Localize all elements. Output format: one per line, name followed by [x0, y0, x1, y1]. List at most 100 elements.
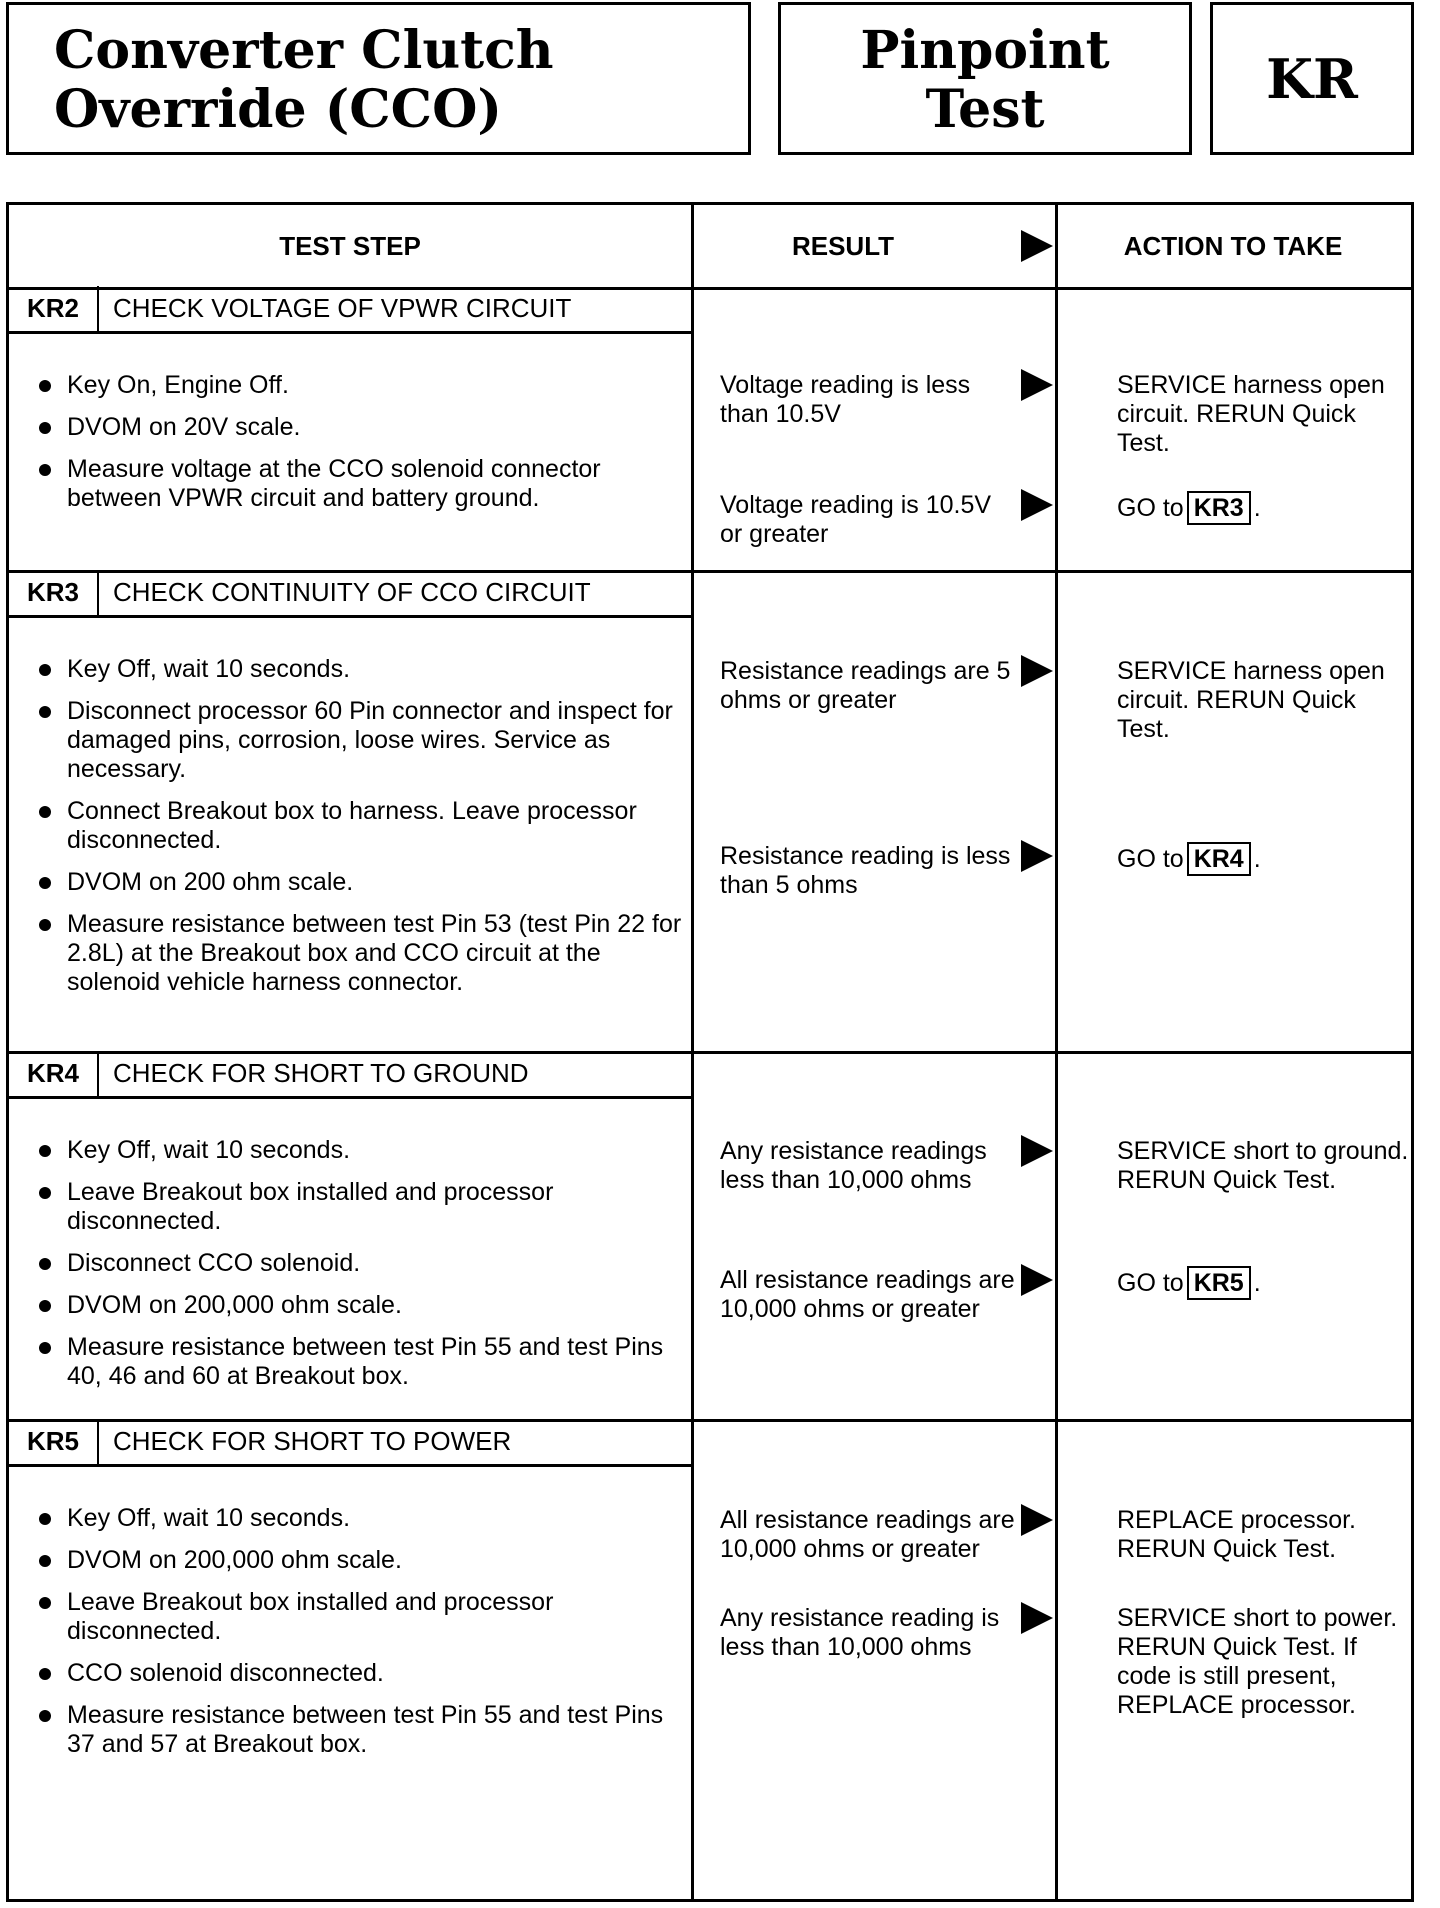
- instruction-text: DVOM on 200 ohm scale.: [67, 868, 354, 896]
- step-title-strip: KR3 CHECK CONTINUITY OF CCO CIRCUIT: [9, 570, 691, 618]
- result-text: Any resistance reading is less than 10,0…: [720, 1604, 1000, 1661]
- instruction-item: DVOM on 200,000 ohm scale.: [35, 1546, 685, 1575]
- bullet-icon: [39, 464, 51, 476]
- test-code: KR: [1266, 46, 1358, 111]
- action-suffix: .: [1253, 1269, 1261, 1297]
- bullet-icon: [39, 1342, 51, 1354]
- action-prefix: GO to: [1117, 845, 1184, 873]
- bullet-icon: [39, 1555, 51, 1567]
- action-suffix: .: [1253, 494, 1261, 522]
- step-title-strip: KR4 CHECK FOR SHORT TO GROUND: [9, 1051, 691, 1099]
- header-test-step: TEST STEP: [279, 230, 421, 261]
- bullet-icon: [39, 919, 51, 931]
- step-title: CHECK VOLTAGE OF VPWR CIRCUIT: [113, 293, 572, 323]
- step-code: KR3: [9, 570, 99, 615]
- procedure-title-line2: Override (CCO): [54, 79, 502, 140]
- bullet-icon: [39, 422, 51, 434]
- instruction-text: Disconnect CCO solenoid.: [67, 1249, 361, 1277]
- bullet-icon: [39, 1145, 51, 1157]
- action-text: SERVICE harness open circuit. RERUN Quic…: [1117, 657, 1385, 743]
- arrow-right-icon: [1021, 840, 1053, 872]
- step-reference-link[interactable]: KR5: [1186, 1266, 1251, 1300]
- instruction-text: CCO solenoid disconnected.: [67, 1659, 384, 1687]
- instruction-text: Disconnect processor 60 Pin connector an…: [67, 697, 673, 783]
- instruction-item: Key Off, wait 10 seconds.: [35, 1504, 685, 1533]
- step-title-strip: KR2 CHECK VOLTAGE OF VPWR CIRCUIT: [9, 286, 691, 334]
- action-prefix: GO to: [1117, 1269, 1184, 1297]
- arrow-right-icon: [1021, 1504, 1053, 1536]
- bullet-icon: [39, 380, 51, 392]
- test-type-line2: Test: [925, 79, 1045, 140]
- instruction-text: Measure resistance between test Pin 53 (…: [67, 910, 682, 996]
- bullet-icon: [39, 1668, 51, 1680]
- instruction-item: Measure resistance between test Pin 55 a…: [35, 1333, 685, 1391]
- procedure-title-line1: Converter Clutch: [54, 20, 554, 81]
- instruction-item: DVOM on 200,000 ohm scale.: [35, 1291, 685, 1320]
- instruction-item: Key On, Engine Off.: [35, 371, 685, 400]
- instruction-text: Measure voltage at the CCO solenoid conn…: [67, 455, 601, 512]
- action-suffix: .: [1253, 845, 1261, 873]
- step-reference-link[interactable]: KR4: [1186, 842, 1251, 876]
- instruction-item: Leave Breakout box installed and process…: [35, 1178, 685, 1236]
- instruction-text: Measure resistance between test Pin 55 a…: [67, 1701, 664, 1758]
- step-title: CHECK FOR SHORT TO POWER: [113, 1426, 512, 1456]
- arrow-right-icon: [1021, 1602, 1053, 1634]
- step-title: CHECK FOR SHORT TO GROUND: [113, 1058, 529, 1088]
- instruction-item: DVOM on 20V scale.: [35, 413, 685, 442]
- result-text: Any resistance readings less than 10,000…: [720, 1137, 987, 1194]
- bullet-icon: [39, 1258, 51, 1270]
- pinpoint-test-table: TEST STEP RESULT ACTION TO TAKE KR2 CHECK…: [6, 202, 1414, 1902]
- table-header-row: TEST STEP RESULT ACTION TO TAKE: [9, 205, 1411, 290]
- step-reference-link[interactable]: KR3: [1186, 491, 1251, 525]
- action-goto: GO to KR4.: [1117, 842, 1412, 876]
- step-instructions: Key Off, wait 10 seconds. DVOM on 200,000…: [35, 1504, 685, 1772]
- bullet-icon: [39, 664, 51, 676]
- step-instructions: Key On, Engine Off. DVOM on 20V scale. Mea…: [35, 371, 685, 526]
- action-text: SERVICE short to power. RERUN Quick Test…: [1117, 1604, 1398, 1719]
- instruction-item: Key Off, wait 10 seconds.: [35, 655, 685, 684]
- instruction-item: Measure voltage at the CCO solenoid conn…: [35, 455, 685, 513]
- action-prefix: GO to: [1117, 494, 1184, 522]
- bullet-icon: [39, 877, 51, 889]
- arrow-right-icon: [1021, 369, 1053, 401]
- step-instructions: Key Off, wait 10 seconds. Disconnect proc…: [35, 655, 685, 1010]
- action-text: REPLACE processor. RERUN Quick Test.: [1117, 1506, 1356, 1563]
- instruction-item: Measure resistance between test Pin 55 a…: [35, 1701, 685, 1759]
- bullet-icon: [39, 806, 51, 818]
- instruction-item: Disconnect CCO solenoid.: [35, 1249, 685, 1278]
- instruction-text: Connect Breakout box to harness. Leave p…: [67, 797, 637, 854]
- instruction-text: DVOM on 200,000 ohm scale.: [67, 1291, 402, 1319]
- instruction-text: DVOM on 20V scale.: [67, 413, 301, 441]
- test-section-kr3: KR3 CHECK CONTINUITY OF CCO CIRCUIT Key Of…: [9, 570, 1411, 1054]
- step-title-strip: KR5 CHECK FOR SHORT TO POWER: [9, 1419, 691, 1467]
- column-divider: [691, 205, 694, 1899]
- instruction-text: Key On, Engine Off.: [67, 371, 289, 399]
- instruction-text: Leave Breakout box installed and process…: [67, 1588, 554, 1645]
- step-code: KR5: [9, 1419, 99, 1464]
- instruction-item: Connect Breakout box to harness. Leave p…: [35, 797, 685, 855]
- arrow-right-icon: [1021, 655, 1053, 687]
- test-type-box: Pinpoint Test: [778, 2, 1192, 155]
- instruction-text: Measure resistance between test Pin 55 a…: [67, 1333, 664, 1390]
- column-divider: [1055, 205, 1058, 1899]
- instruction-text: Key Off, wait 10 seconds.: [67, 1504, 351, 1532]
- header-result: RESULT: [791, 230, 895, 261]
- instruction-item: DVOM on 200 ohm scale.: [35, 868, 685, 897]
- bullet-icon: [39, 706, 51, 718]
- bullet-icon: [39, 1300, 51, 1312]
- test-section-kr2: KR2 CHECK VOLTAGE OF VPWR CIRCUIT Key On, …: [9, 286, 1411, 573]
- action-goto: GO to KR3.: [1117, 491, 1412, 525]
- test-code-box: KR: [1210, 2, 1414, 155]
- result-text: Resistance reading is less than 5 ohms: [720, 842, 1011, 899]
- procedure-title-box: Converter Clutch Override (CCO): [6, 2, 751, 155]
- bullet-icon: [39, 1513, 51, 1525]
- test-section-kr4: KR4 CHECK FOR SHORT TO GROUND Key Off, wai…: [9, 1051, 1411, 1422]
- instruction-item: Disconnect processor 60 Pin connector an…: [35, 697, 685, 784]
- arrow-right-icon: [1021, 230, 1053, 262]
- step-code: KR2: [9, 286, 99, 331]
- step-instructions: Key Off, wait 10 seconds. Leave Breakout …: [35, 1136, 685, 1404]
- instruction-text: Key Off, wait 10 seconds.: [67, 655, 351, 683]
- arrow-right-icon: [1021, 1135, 1053, 1167]
- test-section-kr5: KR5 CHECK FOR SHORT TO POWER Key Off, wait…: [9, 1419, 1411, 1899]
- step-title: CHECK CONTINUITY OF CCO CIRCUIT: [113, 577, 591, 607]
